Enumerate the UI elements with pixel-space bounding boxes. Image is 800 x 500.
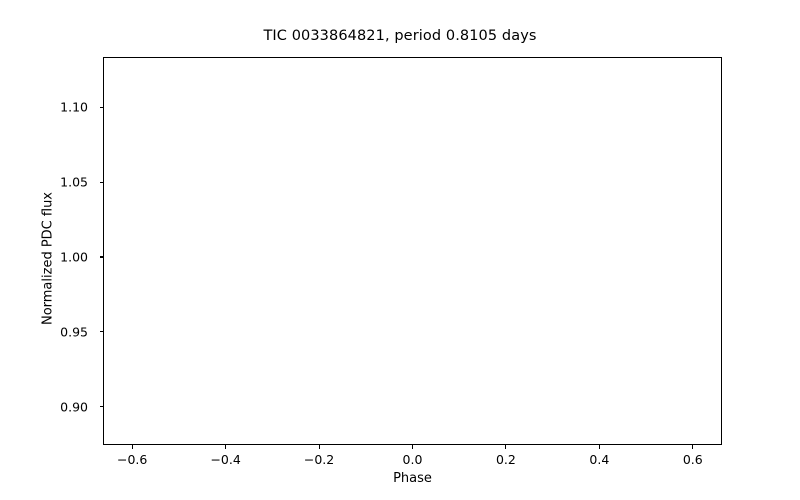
x-tick-label: 0.0 bbox=[402, 452, 423, 467]
y-tick-mark bbox=[99, 406, 104, 408]
y-tick-label: 1.10 bbox=[60, 99, 88, 115]
y-tick-mark bbox=[99, 256, 104, 258]
y-tick-label: 1.05 bbox=[60, 174, 88, 190]
x-tick-label: 0.2 bbox=[495, 452, 516, 467]
x-tick-label: −0.6 bbox=[117, 452, 148, 467]
x-tick-mark bbox=[505, 445, 507, 449]
y-tick-label: 0.95 bbox=[60, 324, 88, 340]
y-tick-label: 1.00 bbox=[60, 249, 88, 265]
y-axis-label: Normalized PDC flux bbox=[40, 191, 56, 326]
x-tick-label: −0.2 bbox=[303, 452, 335, 467]
scatter-plot-data bbox=[104, 58, 723, 446]
y-tick-mark bbox=[99, 106, 104, 108]
x-tick-mark bbox=[412, 445, 414, 449]
x-tick-mark bbox=[318, 445, 320, 449]
chart-title: TIC 0033864821, period 0.8105 days bbox=[263, 28, 537, 44]
x-tick-label: −0.4 bbox=[210, 452, 241, 467]
x-tick-mark bbox=[692, 445, 694, 449]
x-tick-label: 0.6 bbox=[682, 452, 703, 467]
x-tick-mark bbox=[225, 445, 227, 449]
x-tick-mark bbox=[131, 445, 133, 449]
y-tick-mark bbox=[99, 331, 104, 333]
x-tick-label: 0.4 bbox=[589, 452, 610, 467]
x-tick-mark bbox=[598, 445, 600, 449]
y-tick-mark bbox=[99, 181, 104, 183]
x-axis-label: Phase bbox=[393, 471, 432, 486]
y-tick-label: 0.90 bbox=[60, 399, 88, 415]
plot-axes bbox=[103, 57, 723, 446]
